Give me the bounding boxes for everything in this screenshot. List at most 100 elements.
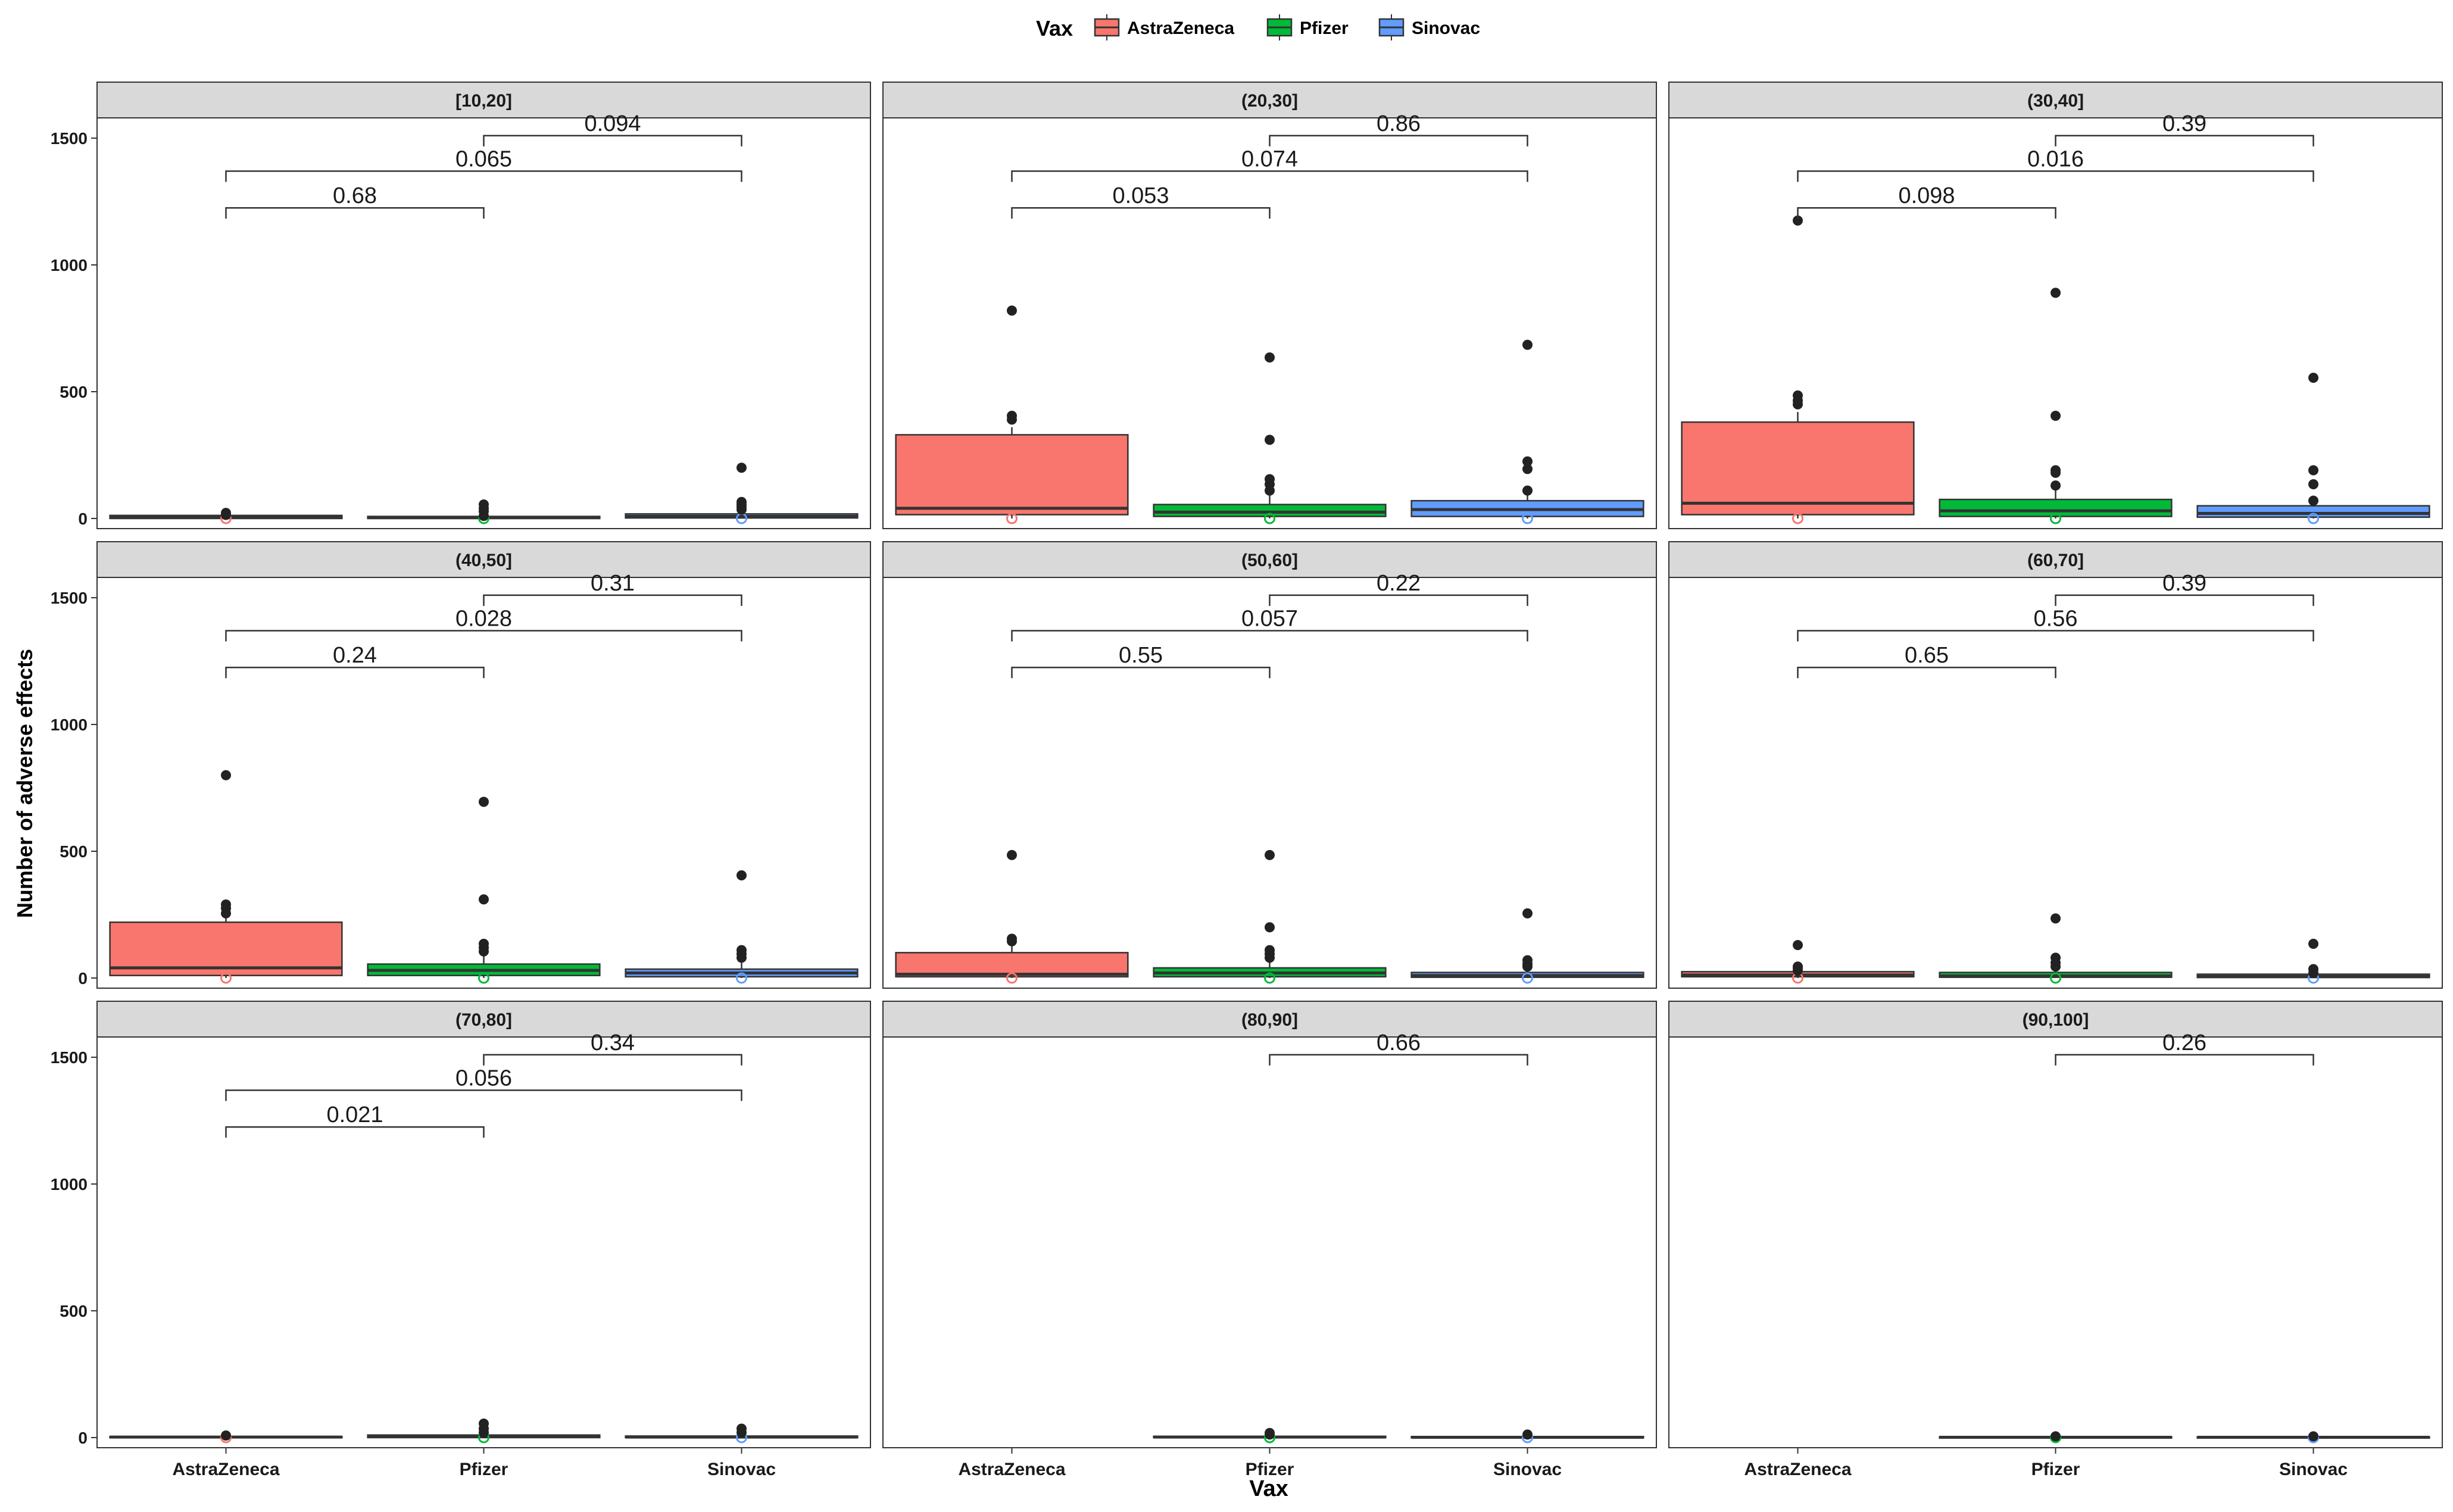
legend-title: Vax [1036, 16, 1073, 40]
outlier-point [2051, 410, 2061, 421]
outlier-point [479, 511, 489, 521]
box-sinovac [1410, 339, 1644, 524]
bracket-line [225, 666, 485, 679]
facet-plot-area [882, 577, 1657, 989]
bracket-p-value: 0.39 [2162, 571, 2207, 596]
facet-strip [96, 541, 871, 578]
x-tick-label: AstraZeneca [172, 1460, 279, 1479]
y-tick-label: 1000 [51, 1175, 88, 1194]
box-sinovac [625, 870, 859, 984]
facet-panel: (80,90] AstraZeneca Pfizer Sinovac 0.66 [882, 1001, 1657, 1479]
box-iqr [1939, 498, 2173, 517]
significance-bracket: 0.065 [225, 146, 742, 182]
significance-bracket: 0.26 [2055, 1030, 2314, 1066]
outlier-point [479, 796, 489, 807]
facet-plot-area [882, 1036, 1657, 1448]
x-tick-label: AstraZeneca [958, 1460, 1065, 1479]
facet-panel: (60,70] 0.65 0.56 0.39 [1668, 541, 2443, 989]
legend-key-astrazeneca [1094, 14, 1120, 40]
outlier-point [1522, 908, 1533, 919]
significance-bracket: 0.39 [2055, 111, 2314, 146]
outlier-point [2308, 465, 2318, 476]
outlier-point [736, 1427, 747, 1438]
box-iqr [895, 434, 1129, 516]
box-sinovac [1410, 908, 1644, 984]
significance-bracket: 0.053 [1011, 183, 1271, 219]
outlier-point [2051, 467, 2061, 478]
facet-strip-label: (50,60] [1241, 551, 1298, 570]
facet-strip-label: (20,30] [1241, 91, 1298, 111]
facet-strip-label: [10,20] [455, 91, 512, 111]
facet-strip [882, 541, 1657, 578]
bracket-p-value: 0.074 [1241, 146, 1298, 171]
data-point [1792, 513, 1803, 524]
box-iqr [1681, 421, 1915, 516]
bracket-line [1797, 666, 2056, 679]
x-tick-label: Pfizer [2031, 1460, 2080, 1479]
box-sinovac [2196, 1431, 2430, 1444]
outlier-point [1007, 305, 1017, 316]
facet-panels: [10,20] 0 500 1000 1500 0.68 0.065 0.094 (20,30]… [51, 82, 2443, 1479]
facet-panel: (90,100] AstraZeneca Pfizer Sinovac 0.26 [1668, 1001, 2443, 1479]
facet-strip-label: (90,100] [2023, 1010, 2089, 1030]
y-tick-label: 1000 [51, 716, 88, 734]
bracket-line [1797, 630, 2314, 642]
box-astrazeneca [895, 849, 1129, 984]
facet-plot-area [1668, 1036, 2443, 1448]
box-pfizer [367, 1419, 601, 1444]
outlier-point [479, 946, 489, 957]
facet-panel: (70,80] 0 500 1000 1500 AstraZeneca Pfizer Sino… [51, 1001, 871, 1479]
outlier-point [1265, 435, 1275, 445]
bracket-line [225, 1089, 742, 1101]
facet-strip-label: (40,50] [455, 551, 512, 570]
bracket-p-value: 0.55 [1119, 643, 1163, 668]
box-astrazeneca [109, 770, 343, 984]
bracket-line [1797, 207, 2056, 219]
bracket-line [2055, 1054, 2314, 1066]
significance-bracket: 0.66 [1269, 1030, 1528, 1066]
outlier-point [736, 463, 747, 473]
bracket-line [225, 1126, 485, 1138]
facet-plot-area [96, 1036, 871, 1448]
bracket-line [1797, 170, 2314, 182]
x-tick-label: Sinovac [707, 1460, 776, 1479]
significance-bracket: 0.39 [2055, 571, 2314, 606]
legend: Vax AstraZeneca Pfizer Sinovac [1036, 14, 1480, 40]
outlier-point [221, 908, 231, 919]
bracket-p-value: 0.26 [2162, 1030, 2207, 1055]
outlier-point [1265, 922, 1275, 933]
y-axis-title: Number of adverse effects [13, 649, 37, 918]
data-point [1522, 513, 1533, 524]
outlier-point [221, 510, 231, 520]
outlier-point [2308, 1431, 2318, 1442]
box-pfizer [1939, 1431, 2173, 1444]
outlier-point [2308, 479, 2318, 489]
box-pfizer [1153, 1427, 1387, 1444]
facet-strip [1668, 82, 2443, 118]
bracket-p-value: 0.34 [591, 1030, 635, 1055]
outlier-point [1522, 485, 1533, 496]
y-tick-label: 0 [78, 510, 88, 528]
box-astrazeneca [1681, 215, 1915, 524]
outlier-point [1793, 399, 1803, 410]
outlier-point [2051, 480, 2061, 491]
box-sinovac [625, 1423, 859, 1444]
outlier-point [2051, 961, 2061, 972]
legend-key-pfizer [1266, 14, 1293, 40]
box-pfizer [1939, 913, 2173, 984]
significance-bracket: 0.86 [1269, 111, 1528, 146]
data-point [478, 972, 489, 984]
legend-key-sinovac [1378, 14, 1405, 40]
facet-strip-label: (60,70] [2027, 551, 2084, 570]
bracket-line [1011, 666, 1271, 679]
facet-panel: (40,50] 0 500 1000 1500 0.24 0.028 0.31 [51, 541, 871, 989]
bracket-line [1269, 594, 1528, 606]
facet-plot-area [96, 117, 871, 529]
bracket-p-value: 0.053 [1112, 183, 1169, 208]
box-iqr [1153, 504, 1387, 517]
significance-bracket: 0.55 [1011, 643, 1271, 679]
bracket-line [1011, 170, 1528, 182]
significance-bracket: 0.68 [225, 183, 485, 219]
y-tick-label: 1500 [51, 1048, 88, 1067]
outlier-point [1522, 1429, 1533, 1440]
